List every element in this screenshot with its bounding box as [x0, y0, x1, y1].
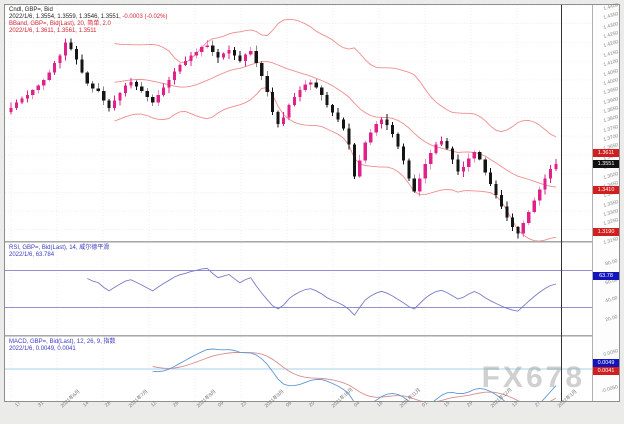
date-tick-label: 20 — [307, 400, 316, 409]
axis-tick-label: 1.4200 — [602, 39, 619, 50]
legend-instrument: Cndl, GBP=, Bid — [9, 7, 53, 13]
pane-separator[interactable] — [5, 241, 619, 243]
date-tick-label: 13 — [511, 400, 520, 409]
axis-tick-label: 1.3150 — [602, 236, 619, 247]
date-tick-label: 15 — [443, 400, 452, 409]
axis-tick-label: -0.0050 — [600, 383, 619, 395]
date-tick-label: 14 — [81, 400, 90, 409]
rsi-legend-value: 2022/1/6, 63.784 — [9, 252, 55, 258]
date-tick-label: 01 — [420, 400, 429, 409]
cursor-vertical-line[interactable] — [561, 5, 562, 401]
rsi-pane[interactable]: RSI, GBP=, Bid(Last), 14, 威尔德平滑 2022/1/6… — [5, 243, 619, 335]
date-tick-label: 17 — [14, 400, 23, 409]
macd-legend-value: 2022/1/6, 0.0049, 0.0041 — [9, 346, 76, 352]
date-tick-label: 27 — [533, 400, 542, 409]
axis-price-marker: 1.3611 — [593, 148, 619, 157]
date-tick-label: 31 — [36, 400, 45, 409]
axis-tick-label: 1.3250 — [602, 217, 619, 228]
axis-tick-label: 1.4050 — [602, 67, 619, 78]
date-tick-label: 28 — [104, 400, 113, 409]
axis-tick-label: 1.4100 — [602, 58, 619, 69]
rsi-legend: RSI, GBP=, Bid(Last), 14, 威尔德平滑 2022/1/6… — [9, 245, 109, 259]
legend-bband-values: 2022/1/6, 1.3611, 1.3561, 1.3511 — [9, 28, 97, 34]
price-axis[interactable]: 1.4400 1.4350 1.4300 1.4250 1.4200 1.4150 1.41… — [592, 2, 619, 401]
axis-tick-label: 1.3950 — [602, 86, 619, 97]
axis-tick-label: 80.00 — [605, 258, 619, 268]
macd-legend-title: MACD, GBP=, Bid(Last), 12, 26, 9, 指数 — [9, 339, 116, 345]
axis-price-marker: 1.3410 — [593, 186, 619, 195]
axis-tick-label: 1.3800 — [602, 114, 619, 125]
legend-bband: BBand, GBP=, Bid(Last), 20, 简单, 2.0 — [9, 21, 111, 27]
legend-ohlc: 2022/1/6, 1.3554, 1.3559, 1.3546, 1.3551… — [9, 14, 168, 20]
macd-canvas — [5, 337, 595, 401]
pane-separator[interactable] — [5, 335, 619, 337]
fx678-watermark: FX678 — [481, 361, 585, 394]
macd-pane[interactable]: MACD, GBP=, Bid(Last), 12, 26, 9, 指数 202… — [5, 337, 619, 401]
date-tick-label: 29 — [466, 400, 475, 409]
rsi-legend-title: RSI, GBP=, Bid(Last), 14, 威尔德平滑 — [9, 245, 110, 251]
axis-price-marker: 63.78 — [593, 272, 619, 281]
legend-change: -0.0003 (-0.02%) — [120, 14, 168, 20]
chart-frame: Cndl, GBP=, Bid 2022/1/6, 1.3554, 1.3559… — [4, 2, 620, 402]
axis-tick-label: 0.0050 — [602, 348, 619, 359]
axis-price-marker: 1.3190 — [593, 227, 619, 236]
candles-layer — [9, 38, 558, 239]
date-tick-label: 23 — [240, 400, 249, 409]
date-tick-label: 04 — [353, 400, 362, 409]
rsi-canvas — [5, 243, 595, 335]
date-tick-label: 18 — [375, 400, 384, 409]
date-tick-label: 09 — [217, 400, 226, 409]
date-tick-label: 26 — [172, 400, 181, 409]
axis-tick-label: 1.4350 — [602, 11, 619, 22]
axis-tick-label: 20.00 — [605, 313, 619, 323]
date-tick-label: 12 — [149, 400, 158, 409]
candlestick-canvas — [5, 5, 595, 241]
main-legend: Cndl, GBP=, Bid 2022/1/6, 1.3554, 1.3559… — [9, 7, 167, 35]
axis-price-marker: 0.0041 — [593, 367, 619, 375]
axis-price-marker: 0.0049 — [593, 359, 619, 367]
main-price-pane[interactable]: Cndl, GBP=, Bid 2022/1/6, 1.3554, 1.3559… — [5, 5, 619, 241]
macd-legend: MACD, GBP=, Bid(Last), 12, 26, 9, 指数 202… — [9, 339, 116, 353]
date-tick-label: 06 — [285, 400, 294, 409]
axis-tick-label: 40.00 — [605, 295, 619, 305]
axis-price-marker: 1.3551 — [593, 160, 619, 169]
date-axis[interactable]: 17 31 2021年6月 14 28 2021年7月 12 26 2021年8月 09 23 202… — [4, 387, 618, 424]
